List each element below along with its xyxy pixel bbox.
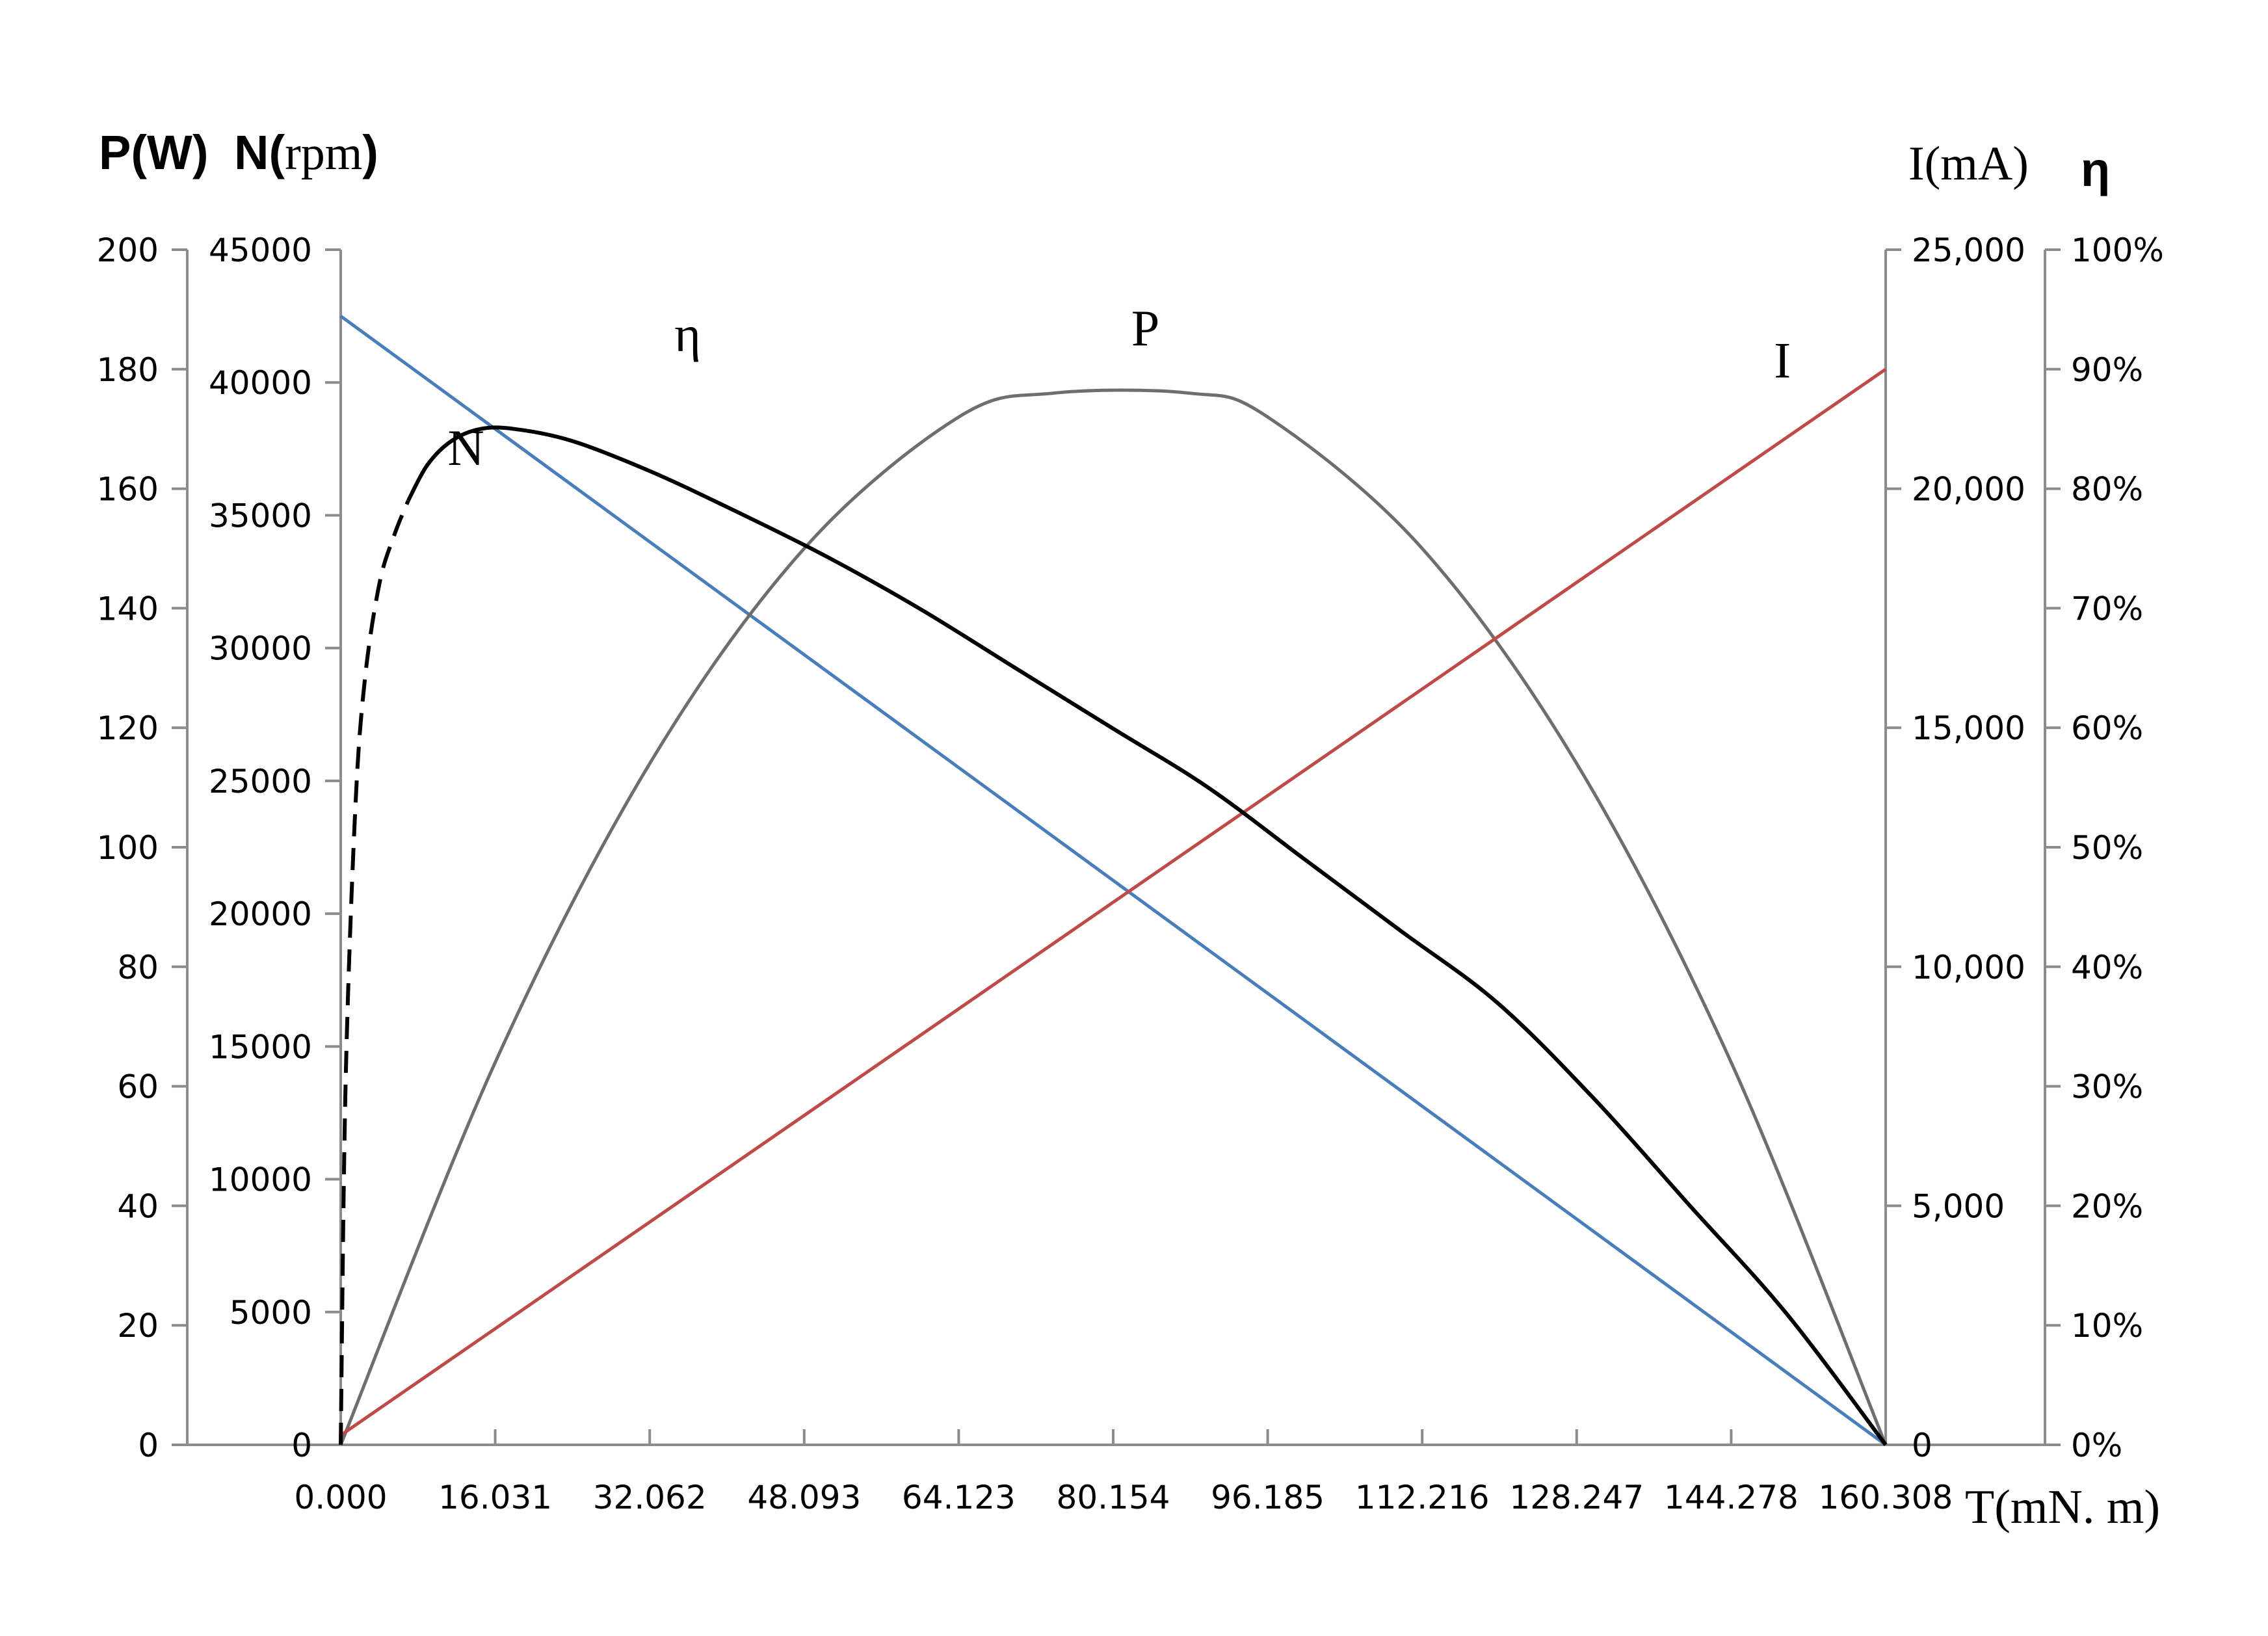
i-series-line: [339, 367, 1887, 1437]
axes: 0 20 40 60 80 100 120 140 160 180 200 0 5000 10000 150…: [97, 231, 2164, 1516]
axis-title-x: T(mN. m): [1965, 1481, 2160, 1534]
n-axis-tick-label: 40000: [209, 364, 312, 402]
eta-axis-tick-label: 40%: [2071, 949, 2143, 986]
axis-title-n-symbol: N(: [234, 125, 285, 179]
p-axis-tick-label: 200: [97, 231, 159, 269]
n-series-line: [339, 315, 1887, 1447]
i-axis-tick-label: 15,000: [1912, 709, 2025, 747]
p-axis-tick-label: 20: [117, 1307, 159, 1345]
eta-curve-label: η: [674, 306, 701, 362]
eta-axis-tick-label: 50%: [2071, 829, 2143, 867]
axis-title-p: P(W): [99, 125, 209, 179]
eta-axis-tick-label: 70%: [2071, 590, 2143, 627]
p-axis-tick-label: 40: [117, 1187, 159, 1225]
axis-title-n: N(rpm): [234, 125, 378, 180]
p-axis-tick-label: 80: [117, 949, 159, 986]
p-axis-tick-label: 0: [138, 1427, 159, 1464]
p-curve-label: P: [1131, 300, 1159, 356]
i-axis-tick-label: 25,000: [1912, 231, 2025, 269]
n-axis-tick-label: 0: [291, 1427, 312, 1464]
n-curve-label: N: [448, 419, 484, 476]
eta-axis-tick-label: 20%: [2071, 1187, 2143, 1225]
series-lines: [339, 315, 1888, 1447]
x-axis-tick-label: 64.123: [902, 1479, 1016, 1516]
eta-axis-tick-label: 30%: [2071, 1068, 2143, 1106]
p-axis-tick-label: 100: [97, 829, 159, 867]
eta-series-line: [406, 425, 1888, 1446]
axis-title-n-close: ): [362, 125, 378, 179]
n-axis-tick-label: 10000: [209, 1161, 312, 1199]
p-axis-tick-label: 180: [97, 351, 159, 389]
n-axis-tick-label: 30000: [209, 630, 312, 668]
x-axis-tick-label: 128.247: [1509, 1479, 1644, 1516]
eta-axis-tick-label: 60%: [2071, 709, 2143, 747]
x-axis-tick-label: 144.278: [1664, 1479, 1799, 1516]
p-axis-tick-label: 60: [117, 1068, 159, 1106]
x-axis-tick-label: 160.308: [1819, 1479, 1953, 1516]
eta-axis-tick-label: 80%: [2071, 471, 2143, 508]
i-axis-tick-label: 5,000: [1912, 1187, 2005, 1225]
axis-title-n-unit: rpm: [285, 127, 362, 180]
i-axis-tick-label: 0: [1912, 1427, 1932, 1464]
x-axis-tick-label: 80.154: [1057, 1479, 1170, 1516]
x-axis-tick-label: 96.185: [1211, 1479, 1325, 1516]
n-axis-tick-label: 15000: [209, 1028, 312, 1066]
p-series-line: [339, 388, 1888, 1445]
eta-axis-tick-label: 10%: [2071, 1307, 2143, 1345]
x-axis-tick-label: 48.093: [747, 1479, 861, 1516]
n-axis-tick-label: 25000: [209, 763, 312, 800]
n-axis-tick-label: 20000: [209, 895, 312, 933]
eta-axis-tick-label: 100%: [2071, 231, 2164, 269]
x-axis-tick-label: 112.216: [1355, 1479, 1490, 1516]
p-axis-tick-label: 140: [97, 590, 159, 627]
n-axis-tick-label: 5000: [230, 1294, 312, 1332]
curve-labels: η N P I: [448, 300, 1791, 476]
p-axis-tick-label: 120: [97, 709, 159, 747]
i-curve-label: I: [1774, 332, 1791, 389]
i-axis-tick-label: 20,000: [1912, 471, 2025, 508]
x-axis-tick-label: 32.062: [593, 1479, 707, 1516]
x-axis-tick-label: 0.000: [294, 1479, 387, 1516]
eta-axis-tick-label: 90%: [2071, 351, 2143, 389]
n-axis-tick-label: 35000: [209, 497, 312, 534]
x-axis-tick-label: 16.031: [438, 1479, 552, 1516]
eta-axis-tick-label: 0%: [2071, 1427, 2122, 1464]
axis-title-eta: η: [2081, 142, 2110, 196]
p-axis-tick-label: 160: [97, 471, 159, 508]
eta-series-line-dashed: [339, 499, 410, 1445]
n-axis-tick-label: 45000: [209, 231, 312, 269]
i-axis-tick-label: 10,000: [1912, 949, 2025, 986]
axis-title-i: I(mA): [1908, 137, 2029, 191]
